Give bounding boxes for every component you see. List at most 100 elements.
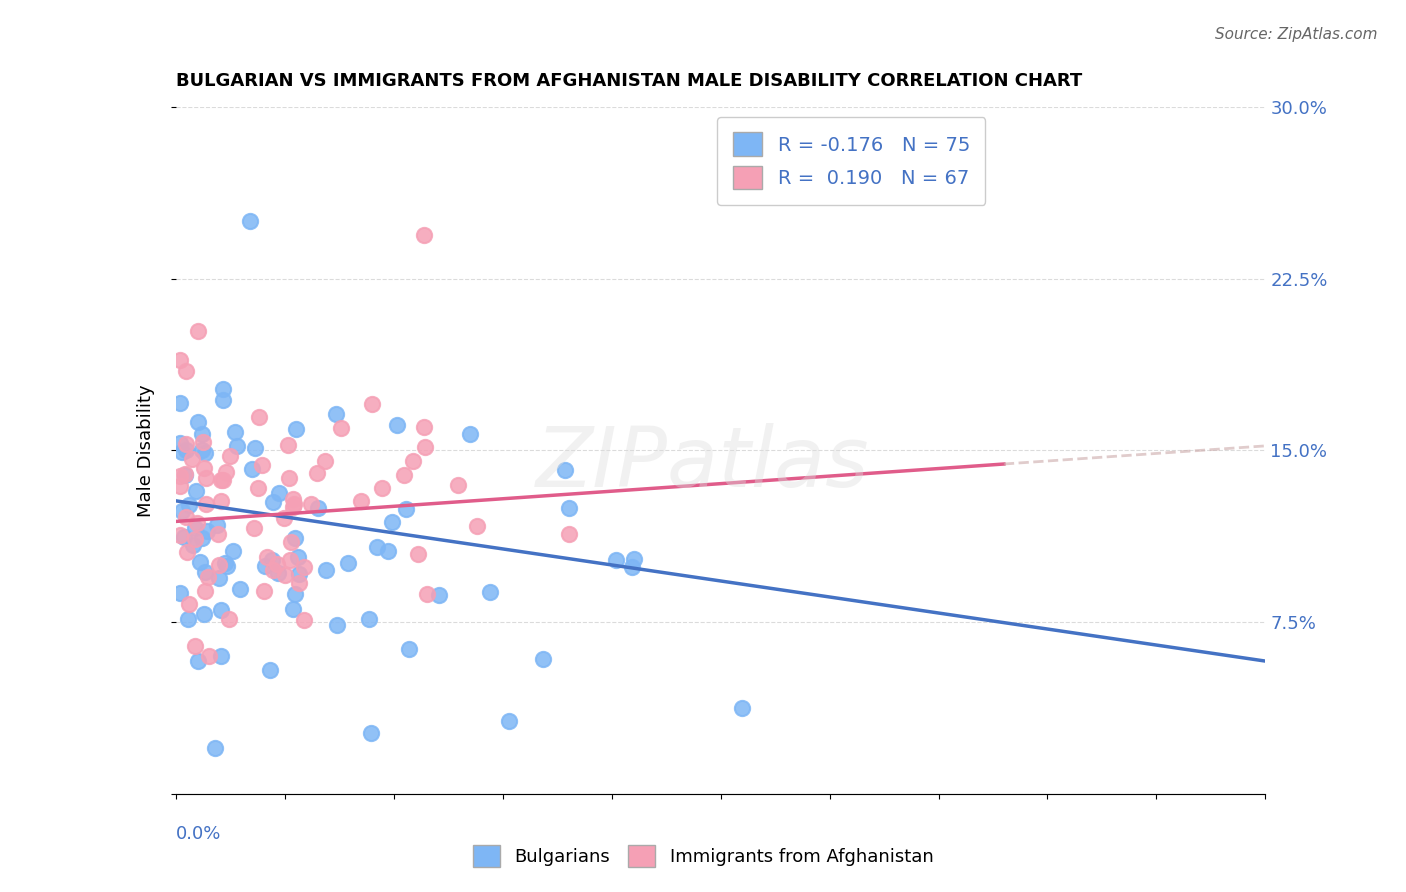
Point xyxy=(193,435,215,450)
Point xyxy=(259,663,281,677)
Point xyxy=(240,461,263,475)
Point xyxy=(209,603,232,617)
Point xyxy=(176,364,198,378)
Point xyxy=(531,652,554,666)
Point xyxy=(239,214,262,228)
Point xyxy=(623,552,645,566)
Point xyxy=(558,526,581,541)
Point xyxy=(326,618,349,632)
Point xyxy=(204,741,226,756)
Point xyxy=(169,468,191,483)
Point xyxy=(194,583,217,598)
Point xyxy=(191,531,214,545)
Point xyxy=(277,471,299,485)
Legend: Bulgarians, Immigrants from Afghanistan: Bulgarians, Immigrants from Afghanistan xyxy=(465,838,941,874)
Point xyxy=(307,501,329,516)
Point xyxy=(281,500,304,514)
Point xyxy=(360,726,382,740)
Point xyxy=(193,461,215,475)
Point xyxy=(266,558,288,572)
Point xyxy=(177,597,200,611)
Point xyxy=(195,524,218,538)
Point xyxy=(187,324,209,338)
Point xyxy=(402,454,425,468)
Point xyxy=(184,520,207,534)
Point xyxy=(209,473,232,487)
Point xyxy=(292,613,315,627)
Point xyxy=(215,465,238,479)
Point xyxy=(314,453,336,467)
Point xyxy=(350,493,373,508)
Point xyxy=(218,612,240,626)
Point xyxy=(176,437,198,451)
Text: 0.0%: 0.0% xyxy=(176,825,221,843)
Point xyxy=(731,700,754,714)
Point xyxy=(170,503,193,517)
Point xyxy=(458,426,481,441)
Point xyxy=(478,585,501,599)
Point xyxy=(446,478,468,492)
Text: ZIPatlas: ZIPatlas xyxy=(536,424,870,504)
Point xyxy=(377,544,399,558)
Point xyxy=(325,407,347,421)
Point xyxy=(205,517,228,532)
Point xyxy=(412,227,434,242)
Legend: R = -0.176   N = 75, R =  0.190   N = 67: R = -0.176 N = 75, R = 0.190 N = 67 xyxy=(717,117,986,205)
Point xyxy=(247,409,270,424)
Point xyxy=(169,586,191,600)
Point xyxy=(208,571,231,585)
Point xyxy=(287,549,309,564)
Point xyxy=(169,436,191,450)
Point xyxy=(187,653,209,667)
Point xyxy=(194,445,217,459)
Point xyxy=(621,559,644,574)
Point xyxy=(174,443,197,458)
Point xyxy=(207,527,229,541)
Point xyxy=(416,587,439,601)
Point xyxy=(243,521,266,535)
Point xyxy=(174,467,197,481)
Point xyxy=(371,481,394,495)
Point xyxy=(329,421,352,435)
Point xyxy=(209,493,232,508)
Point xyxy=(222,544,245,558)
Point xyxy=(181,538,204,552)
Point xyxy=(169,528,191,542)
Point xyxy=(253,583,276,598)
Point xyxy=(262,495,284,509)
Point xyxy=(191,426,214,441)
Point xyxy=(381,515,404,529)
Point xyxy=(366,540,388,554)
Point xyxy=(292,560,315,574)
Point xyxy=(191,443,214,458)
Point xyxy=(229,582,252,596)
Point xyxy=(169,352,191,367)
Point xyxy=(558,500,581,515)
Point xyxy=(177,612,200,626)
Point xyxy=(315,563,337,577)
Point xyxy=(174,510,197,524)
Point xyxy=(212,393,235,408)
Point xyxy=(412,420,434,434)
Point xyxy=(184,483,207,498)
Y-axis label: Male Disability: Male Disability xyxy=(136,384,155,516)
Point xyxy=(256,549,278,564)
Point xyxy=(180,452,202,467)
Point xyxy=(173,467,195,482)
Point xyxy=(395,502,418,516)
Point xyxy=(283,497,305,511)
Point xyxy=(554,463,576,477)
Point xyxy=(254,559,277,574)
Point xyxy=(394,467,416,482)
Point xyxy=(173,530,195,544)
Point xyxy=(281,601,304,615)
Point xyxy=(278,553,301,567)
Point xyxy=(252,458,274,472)
Point xyxy=(359,611,381,625)
Point xyxy=(224,425,246,440)
Point xyxy=(273,511,295,525)
Text: Source: ZipAtlas.com: Source: ZipAtlas.com xyxy=(1215,27,1378,42)
Point xyxy=(260,553,283,567)
Point xyxy=(184,533,207,547)
Point xyxy=(274,568,297,582)
